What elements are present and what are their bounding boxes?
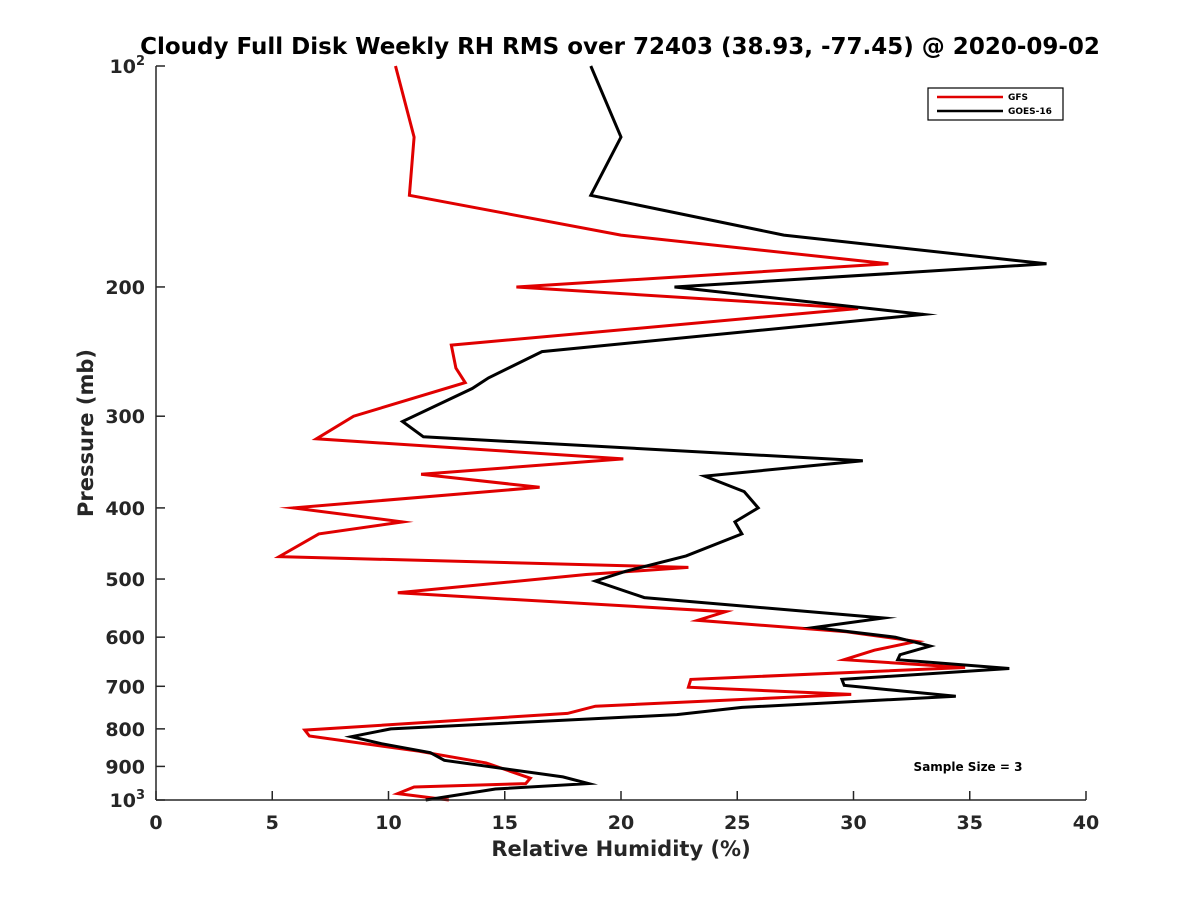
x-tick-label: 35 xyxy=(957,812,983,834)
y-tick-label: 900 xyxy=(105,756,145,778)
series-line-gfs xyxy=(273,65,966,802)
series-line-goes16 xyxy=(344,65,1047,802)
y-tick-label: 800 xyxy=(105,719,145,741)
x-tick-label: 40 xyxy=(1073,812,1099,834)
x-tick-label: 5 xyxy=(266,812,279,834)
plot-area xyxy=(273,65,1047,802)
sample-size-annotation: Sample Size = 3 xyxy=(914,760,1023,774)
x-tick-label: 25 xyxy=(724,812,750,834)
y-tick-label: 400 xyxy=(105,498,145,520)
y-tick-label: 300 xyxy=(105,406,145,428)
y-tick-label: 600 xyxy=(105,627,145,649)
x-tick-label: 10 xyxy=(375,812,401,834)
y-axis-label: Pressure (mb) xyxy=(74,349,98,517)
x-tick-label: 20 xyxy=(608,812,634,834)
y-tick-label: 500 xyxy=(105,569,145,591)
legend-label-goes16: GOES-16 xyxy=(1008,107,1052,117)
x-tick-label: 15 xyxy=(492,812,518,834)
x-tick-label: 0 xyxy=(149,812,162,834)
x-axis-label: Relative Humidity (%) xyxy=(491,837,750,861)
legend-label-gfs: GFS xyxy=(1008,93,1028,103)
y-tick-label: 700 xyxy=(105,676,145,698)
y-tick-label: 200 xyxy=(105,277,145,299)
x-tick-label: 30 xyxy=(840,812,866,834)
legend: GFS GOES-16 xyxy=(927,87,1064,121)
legend-box xyxy=(927,87,1064,121)
y-tick-label: 103 xyxy=(110,788,146,812)
y-tick-label: 102 xyxy=(110,54,146,78)
chart-title: Cloudy Full Disk Weekly RH RMS over 7240… xyxy=(140,34,1100,60)
axes: 0 5 10 15 20 25 30 35 40 102 200 300 400 500 600 700 800… xyxy=(105,54,1099,834)
